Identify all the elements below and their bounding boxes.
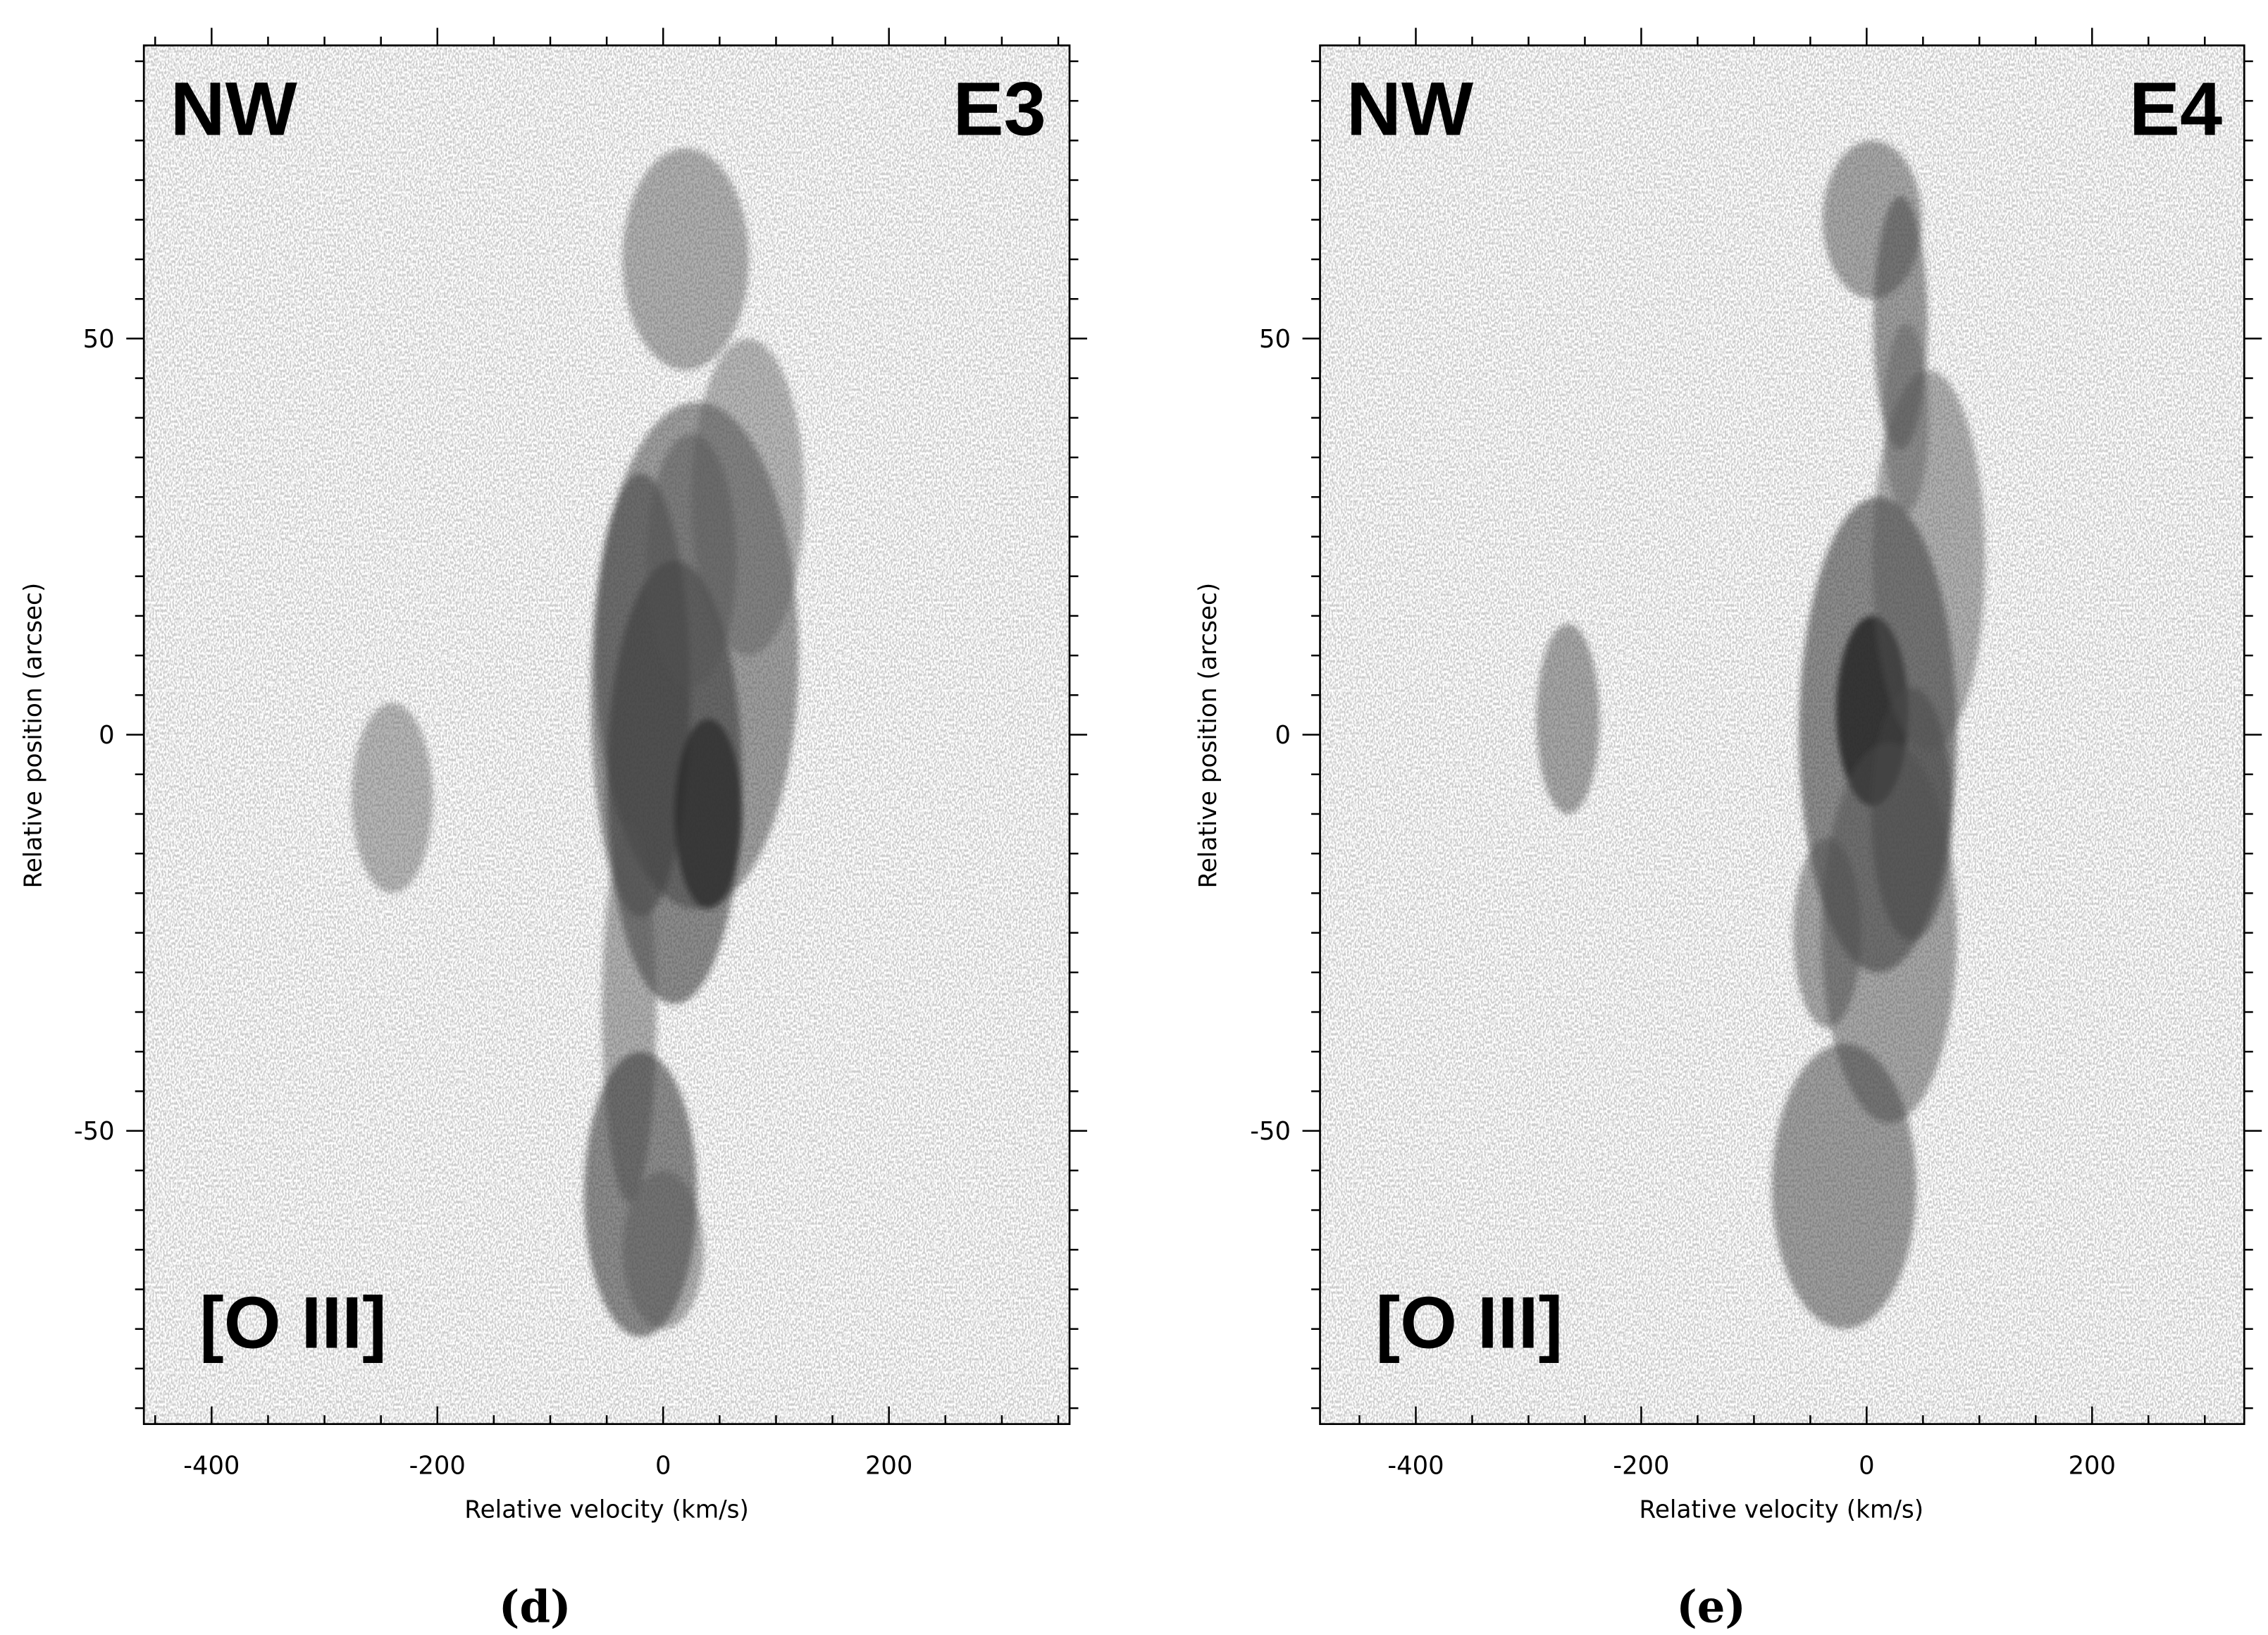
emission-blob-d-10 [352,703,433,894]
ticks-d: -400 -200 0 200 -50 0 50 [74,27,1087,1480]
xtick-label-e--200: -200 [1613,1451,1669,1480]
emission-blob-e-9 [1883,322,1929,513]
xtick-label-e-0: 0 [1859,1451,1874,1480]
ylabel-e: Relative position (arcsec) [1194,583,1222,889]
emission-blob-e-10 [1536,624,1600,814]
subplot-label-d: (d) [499,1580,571,1632]
xtick-label-d-200: 200 [865,1451,912,1480]
xtick-label-d--200: -200 [409,1451,466,1480]
line-label-oiii-e: [O III] [1376,1283,1563,1364]
xtick-label-e--400: -400 [1387,1451,1444,1480]
panel-e: -400 -200 0 200 -50 0 50 NW E4 [O III] Relativ… [1194,27,2262,1632]
emission-blob-d-0 [622,148,749,371]
ylabel-d: Relative position (arcsec) [20,583,48,889]
emission-blob-e-5 [1793,837,1861,1028]
corner-label-e4: E4 [2129,66,2222,151]
emission-blob-d-9 [622,1170,704,1329]
ytick-label-e-0: 0 [1275,721,1290,750]
panel-d: -400 -200 0 200 -50 0 50 NW E3 [O III] Relativ… [20,27,1087,1632]
corner-label-e3: E3 [953,66,1046,151]
corner-label-nw-e: NW [1346,66,1473,151]
xtick-label-e-200: 200 [2069,1451,2116,1480]
emission-blob-e-4 [1821,742,1957,1123]
emission-layer-d [352,148,805,1337]
plot-area-e [1320,45,2245,1424]
ticks-e: -400 -200 0 200 -50 0 50 [1250,27,2262,1480]
corner-label-nw-d: NW [171,66,297,151]
xtick-label-d-0: 0 [655,1451,671,1480]
emission-blob-e-6 [1771,1044,1916,1329]
xtick-label-d--400: -400 [183,1451,240,1480]
emission-blob-d-6 [646,433,737,688]
plot-area-d [144,45,1070,1424]
subplot-label-e: (e) [1676,1580,1746,1632]
ytick-label-d--50: -50 [74,1117,115,1146]
ytick-label-d-0: 0 [99,721,114,750]
xlabel-d: Relative velocity (km/s) [464,1496,749,1524]
ytick-label-e--50: -50 [1250,1117,1291,1146]
ytick-label-d-50: 50 [83,325,115,354]
ytick-label-e-50: 50 [1259,325,1291,354]
xlabel-e: Relative velocity (km/s) [1640,1496,1924,1524]
emission-layer-e [1536,140,1985,1329]
line-label-oiii-d: [O III] [199,1283,387,1364]
